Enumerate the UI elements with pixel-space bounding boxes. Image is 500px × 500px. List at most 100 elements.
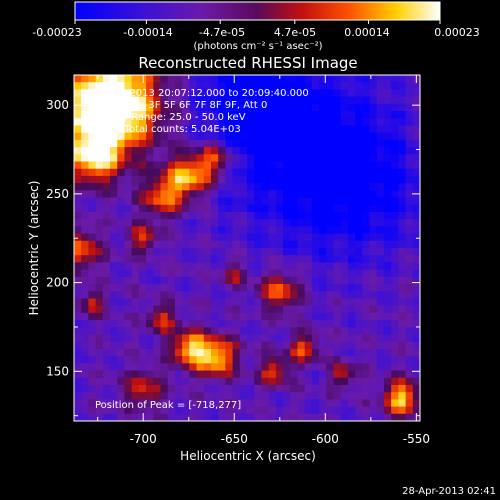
heatmap-cell [398,82,407,91]
heatmap-cell [203,399,212,408]
heatmap-cell [189,370,198,379]
heatmap-cell [376,348,385,357]
heatmap-cell [333,183,342,191]
heatmap-cell [347,183,356,191]
heatmap-cell [412,118,420,127]
heatmap-cell [376,255,385,264]
heatmap-cell [383,132,392,141]
heatmap-cell [376,248,385,256]
heatmap-cell [239,356,248,364]
heatmap-cell [189,305,198,314]
heatmap-cell [355,262,363,271]
heatmap-cell [124,320,133,328]
heatmap-cell [74,111,82,119]
heatmap-cell [311,269,320,278]
heatmap-cell [412,320,420,328]
heatmap-cell [102,255,111,264]
heatmap-cell [340,305,349,314]
heatmap-cell [283,298,291,307]
heatmap-cell [347,298,356,307]
heatmap-cell [297,363,306,372]
heatmap-cell [232,75,241,83]
heatmap-cell [131,211,140,220]
heatmap-cell [182,399,190,408]
heatmap-cell [174,168,183,177]
heatmap-cell [210,226,219,235]
heatmap-cell [117,226,126,235]
heatmap-cell [254,255,263,264]
heatmap-cell [167,103,176,112]
heatmap-cell [383,377,392,386]
heatmap-cell [268,406,277,415]
heatmap-cell [189,406,198,415]
heatmap-cell [167,392,176,400]
heatmap-cell [376,356,385,364]
colorbar-tick-label-5: 0.00023 [434,26,480,39]
heatmap-cell [369,183,378,191]
heatmap-cell [174,226,183,235]
heatmap-cell [153,132,162,141]
heatmap-cell [225,89,234,98]
heatmap-cell [311,190,320,199]
heatmap-cell [182,139,190,148]
heatmap-cell [319,111,327,119]
heatmap-cell [412,197,420,206]
heatmap-cell [81,154,90,163]
heatmap-cell [232,341,241,350]
heatmap-cell [174,211,183,220]
heatmap-cell [117,406,126,415]
heatmap-cell [182,255,190,264]
heatmap-cell [254,190,263,199]
heatmap-cell [239,298,248,307]
heatmap-cell [95,248,104,256]
heatmap-cell [333,392,342,400]
heatmap-cell [167,377,176,386]
heatmap-cell [203,233,212,242]
heatmap-cell [110,161,118,170]
heatmap-cell [261,154,270,163]
heatmap-cell [146,406,154,415]
heatmap-cell [102,75,111,83]
heatmap-cell [261,190,270,199]
heatmap-cell [232,118,241,127]
heatmap-cell [203,298,212,307]
heatmap-cell [254,298,263,307]
heatmap-cell [124,276,133,285]
heatmap-cell [102,190,111,199]
heatmap-cell [232,413,241,421]
heatmap-cell [124,399,133,408]
heatmap-cell [117,197,126,206]
heatmap-cell [203,75,212,83]
heatmap-cell [297,96,306,105]
heatmap-cell [153,370,162,379]
heatmap-cell [153,363,162,372]
heatmap-cell [110,139,118,148]
heatmap-cell [391,348,399,357]
heatmap-cell [326,233,335,242]
heatmap-cell [81,248,90,256]
heatmap-cell [146,211,154,220]
heatmap-cell [131,175,140,184]
heatmap-cell [362,327,371,336]
heatmap-cell [391,399,399,408]
heatmap-cell [239,175,248,184]
heatmap-cell [203,219,212,227]
heatmap-cell [268,204,277,213]
heatmap-cell [362,291,371,300]
heatmap-cell [210,219,219,227]
heatmap-cell [239,103,248,112]
heatmap-cell [261,161,270,170]
heatmap-cell [304,197,313,206]
heatmap-cell [405,305,414,314]
heatmap-cell [74,384,82,393]
heatmap-cell [110,320,118,328]
heatmap-cell [81,175,90,184]
heatmap-cell [167,139,176,148]
heatmap-cell [102,341,111,350]
heatmap-cell [146,168,154,177]
heatmap-cell [290,147,299,155]
heatmap-cell [283,312,291,321]
heatmap-cell [347,276,356,285]
heatmap-cell [146,75,154,83]
heatmap-cell [146,284,154,292]
